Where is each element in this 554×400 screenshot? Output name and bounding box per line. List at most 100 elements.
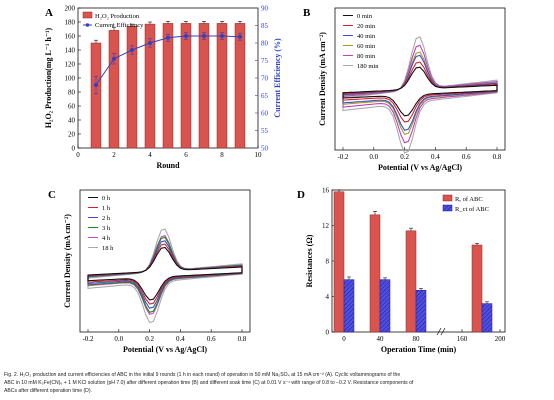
legend-label: Rₑ of ABC — [455, 196, 483, 203]
bar-rct — [379, 279, 391, 333]
x-tick-label: 0.6 — [462, 153, 471, 161]
caption-line-2: ABC in 10 mM K₃Fe(CN)₆ + 1 M KCl solutio… — [4, 380, 414, 386]
x-axis-label: Potential (V vs Ag/AgCl) — [378, 163, 462, 172]
y2-tick-label: 90 — [261, 4, 269, 12]
panel-letter: B — [303, 7, 311, 19]
y-axis-label: Resistances (Ω) — [305, 234, 314, 287]
bar-h2o2 — [108, 30, 120, 149]
x-axis-label: Operation Time (min) — [381, 345, 457, 354]
x-tick-label: 160 — [457, 335, 468, 343]
efficiency-point — [112, 56, 116, 61]
cv-curve — [87, 246, 243, 301]
y-tick-label: 180 — [65, 18, 76, 26]
panel-letter: C — [48, 189, 56, 201]
y2-tick-label: 55 — [261, 127, 269, 135]
axis-break — [440, 327, 446, 336]
x-tick-label: 0.0 — [369, 153, 378, 161]
x-tick-label: 0.0 — [114, 335, 123, 343]
bar-re — [405, 230, 417, 333]
x-tick-label: 6 — [184, 151, 188, 159]
x-axis-label: Potential (V vs Ag/AgCl) — [123, 345, 207, 354]
figure-canvas: A020406080100120140160180200505560657075… — [44, 4, 506, 354]
legend-label: 4 h — [102, 235, 111, 242]
y-axis-label: Current Density (mA cm⁻²) — [318, 32, 327, 126]
x-tick-label: 0.2 — [400, 153, 409, 161]
y2-tick-label: 75 — [261, 57, 269, 65]
plot-frame — [334, 7, 506, 151]
legend-swatch-rct — [442, 204, 453, 212]
x-tick-label: -0.2 — [82, 335, 94, 343]
y-tick-label: 140 — [65, 46, 76, 54]
y-tick-label: 120 — [65, 60, 76, 68]
legend-label: Current Efficiency — [95, 22, 144, 29]
y2-tick-label: 85 — [261, 22, 269, 30]
y-tick-label: 160 — [65, 32, 76, 40]
y2-tick-label: 70 — [261, 74, 269, 82]
y2-tick-label: 50 — [261, 144, 269, 152]
legend-label: 40 min — [357, 33, 376, 40]
panel-b-cv-operation-time-chart: B -0.2 0.0 0.2 0.4 0.6 0.8 Potential (V vs Ag/A… — [303, 7, 506, 172]
y2-tick-label: 80 — [261, 39, 269, 47]
bar-h2o2 — [126, 25, 138, 149]
panel-letter: D — [297, 189, 305, 201]
x-axis-label: Round — [156, 161, 180, 170]
y-tick-label: 16 — [322, 186, 330, 194]
bar-re — [333, 191, 345, 333]
efficiency-point — [148, 41, 152, 45]
legend-label: 80 min — [357, 53, 376, 60]
y-tick-label: 40 — [68, 116, 76, 124]
caption-line-3: ABCs after different operation time (D). — [4, 388, 92, 394]
legend-swatch-re — [442, 194, 453, 202]
legend-label: 18 h — [102, 245, 114, 252]
x-tick-label: 0.8 — [238, 335, 247, 343]
x-tick-label: 0.2 — [145, 335, 154, 343]
bar-re — [369, 214, 381, 333]
y-tick-label: 20 — [68, 130, 76, 138]
legend-label: 180 min — [357, 63, 379, 70]
bar-h2o2 — [162, 23, 174, 149]
y2-tick-label: 65 — [261, 92, 269, 100]
bar-rct — [415, 290, 427, 333]
legend-label: 3 h — [102, 225, 111, 232]
efficiency-point — [130, 48, 134, 52]
efficiency-point — [220, 34, 224, 38]
efficiency-point — [202, 34, 206, 38]
bar-h2o2 — [90, 42, 102, 149]
x-tick-label: 0.4 — [431, 153, 440, 161]
y-tick-label: 60 — [68, 102, 76, 110]
caption-line-1: Fig. 2. H₂O₂ production and current effi… — [4, 372, 401, 378]
panel-a-h2o2-production-chart: A020406080100120140160180200505560657075… — [44, 4, 282, 170]
legend-label: 20 min — [357, 23, 376, 30]
legend-label: 0 h — [102, 195, 111, 202]
y-tick-label: 12 — [322, 222, 330, 230]
x-tick-label: -0.2 — [337, 153, 349, 161]
bar-rct — [481, 303, 493, 333]
legend-label: 60 min — [357, 43, 376, 50]
y-tick-label: 100 — [65, 74, 76, 82]
legend-label: R_ct of ABC — [455, 206, 489, 213]
bar-h2o2 — [180, 23, 192, 149]
x-tick-label: 4 — [148, 151, 152, 159]
figure-caption: Fig. 2. H₂O₂ production and current effi… — [4, 371, 550, 395]
axis-break — [436, 327, 442, 336]
legend-swatch-bar — [82, 11, 93, 19]
y-tick-label: 0 — [72, 144, 76, 152]
y-tick-label: 8 — [326, 257, 330, 265]
y-tick-label: 200 — [65, 4, 76, 12]
legend-label: 1 h — [102, 205, 111, 212]
x-tick-label: 0.8 — [493, 153, 502, 161]
y2-axis-label: Current Efficiency (%) — [273, 38, 282, 118]
efficiency-point — [238, 34, 242, 39]
bar-h2o2 — [216, 23, 228, 149]
x-tick-label: 0.6 — [207, 335, 216, 343]
cv-curve — [342, 66, 498, 117]
legend-label: 0 min — [357, 13, 373, 20]
bar-rct — [343, 279, 355, 333]
x-tick-label: 2 — [112, 151, 116, 159]
y-axis-label: H₂O₂ Production(mg L⁻¹ h⁻¹) — [44, 27, 53, 128]
bar-h2o2 — [234, 23, 246, 149]
x-tick-label: 8 — [220, 151, 224, 159]
plot-frame — [79, 189, 251, 333]
y-tick-label: 4 — [326, 293, 330, 301]
